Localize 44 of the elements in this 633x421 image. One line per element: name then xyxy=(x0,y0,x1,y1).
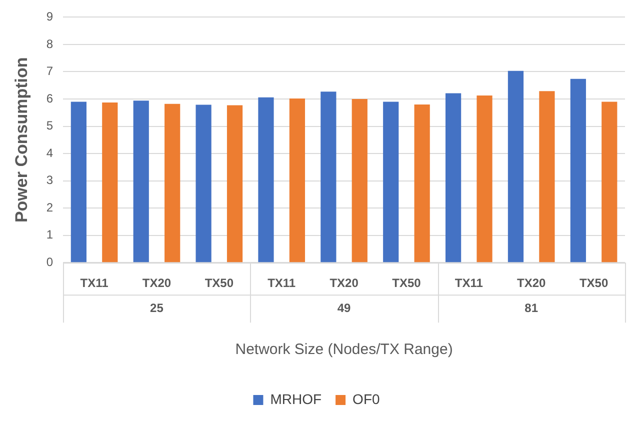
bar xyxy=(226,105,243,262)
bar xyxy=(445,93,462,262)
x-tick-label: TX11 xyxy=(80,276,109,290)
text: 81 xyxy=(524,300,538,315)
bar xyxy=(70,102,86,262)
bar xyxy=(476,95,492,262)
x-tick-label: TX20 xyxy=(330,276,359,290)
bar xyxy=(383,102,399,262)
x-tick-label: TX11 xyxy=(268,276,296,290)
text: 49 xyxy=(337,300,352,315)
bar xyxy=(414,104,430,262)
y-tick-label: 2 xyxy=(46,200,54,214)
bar xyxy=(164,104,180,262)
bar xyxy=(602,102,618,262)
y-tick-label: 6 xyxy=(46,91,54,106)
bar xyxy=(352,99,368,262)
bar xyxy=(570,78,586,262)
legend-label: MRHOF xyxy=(270,390,322,407)
text: 25 xyxy=(150,300,164,315)
x-axis-title: Network Size (Nodes/TX Range) xyxy=(235,341,453,358)
y-tick-label: 7 xyxy=(46,64,54,78)
x-tick-label: TX50 xyxy=(392,276,422,290)
bar xyxy=(539,91,555,262)
bar xyxy=(320,92,336,262)
bar xyxy=(196,104,212,262)
x-tick-label: TX20 xyxy=(142,276,172,290)
y-tick-label: 4 xyxy=(46,146,54,160)
x-tick-label: TX11 xyxy=(454,276,484,290)
y-tick-label: 9 xyxy=(46,10,54,24)
x-tick-label: TX20 xyxy=(517,276,546,290)
bar xyxy=(102,102,118,262)
bar xyxy=(258,97,274,262)
x-tick-label: TX50 xyxy=(204,276,234,290)
y-axis-title: Power Consumption xyxy=(12,57,31,223)
bar xyxy=(508,70,524,262)
y-tick-label: 0 xyxy=(46,254,54,269)
y-tick-label: 3 xyxy=(46,173,54,188)
legend-label: OF0 xyxy=(352,390,380,407)
y-tick-label: 8 xyxy=(46,36,54,51)
y-tick-label: 1 xyxy=(46,228,54,242)
y-tick-label: 5 xyxy=(46,118,54,133)
bar xyxy=(289,98,306,262)
bar xyxy=(133,100,149,262)
x-tick-label: TX50 xyxy=(579,276,608,290)
